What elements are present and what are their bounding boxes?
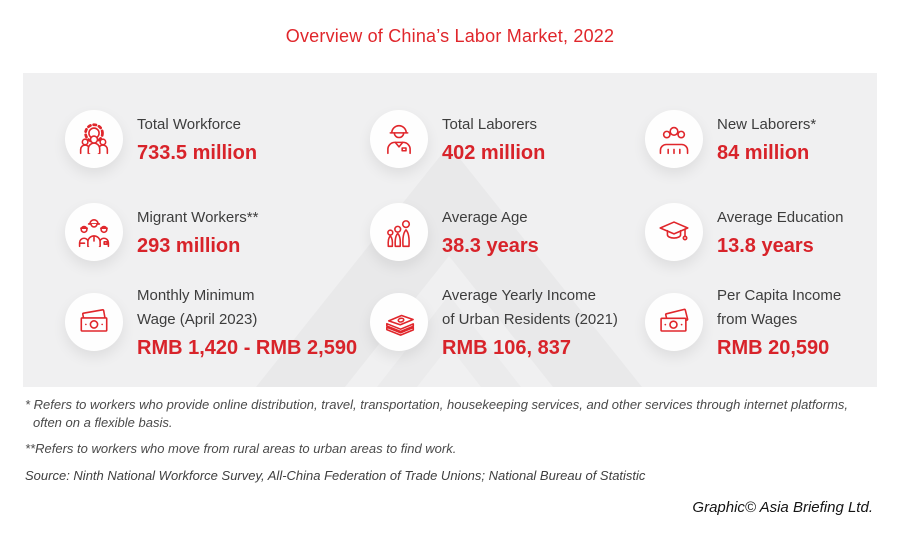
stat-label: New Laborers* bbox=[717, 115, 817, 133]
footnote-asterisk-line1: * Refers to workers who provide online d… bbox=[25, 397, 849, 412]
migrant-workers-icon bbox=[78, 219, 110, 248]
icon-circle bbox=[645, 203, 703, 261]
stat-value: RMB 1,420 - RMB 2,590 bbox=[137, 336, 358, 359]
laborer-hardhat-icon bbox=[387, 124, 411, 155]
stat-text: Average Education 13.8 years bbox=[717, 206, 843, 259]
money-stack-icon bbox=[386, 314, 415, 336]
stat-text: Total Laborers 402 million bbox=[442, 113, 545, 166]
graduation-cap-icon bbox=[659, 221, 689, 241]
stat-value: 38.3 years bbox=[442, 234, 539, 257]
stat-text: Average Age 38.3 years bbox=[442, 206, 539, 259]
graphic-credit: Graphic© Asia Briefing Ltd. bbox=[692, 499, 873, 516]
footnote-asterisk-line2: often on a flexible basis. bbox=[33, 415, 173, 430]
stat-label: Migrant Workers** bbox=[137, 208, 259, 226]
stat-label: Average Age bbox=[442, 208, 528, 226]
footnotes: * Refers to workers who provide online d… bbox=[25, 396, 885, 485]
icon-circle bbox=[65, 110, 123, 168]
stat-text: Total Workforce 733.5 million bbox=[137, 113, 257, 166]
stat-average-age: Average Age 38.3 years bbox=[370, 185, 645, 279]
icon-circle bbox=[65, 293, 123, 351]
stat-label: from Wages bbox=[717, 310, 798, 328]
banknotes-icon bbox=[80, 308, 108, 332]
stat-label: Per Capita Income bbox=[717, 286, 842, 304]
workforce-gear-icon bbox=[79, 123, 109, 155]
stat-value: 402 million bbox=[442, 141, 546, 164]
stat-text: Monthly Minimum Wage (April 2023) RMB 1,… bbox=[137, 284, 357, 361]
icon-circle bbox=[370, 110, 428, 168]
icon-circle bbox=[370, 293, 428, 351]
chevron-logo-watermark bbox=[256, 145, 642, 387]
icon-circle bbox=[645, 110, 703, 168]
stat-migrant-workers: Migrant Workers** 293 million bbox=[65, 185, 370, 279]
icon-circle bbox=[370, 203, 428, 261]
stat-monthly-minimum-wage: Monthly Minimum Wage (April 2023) RMB 1,… bbox=[65, 279, 370, 365]
stat-new-laborers: New Laborers* 84 million bbox=[645, 93, 877, 185]
stat-value: 13.8 years bbox=[717, 234, 814, 257]
stat-value: 293 million bbox=[137, 234, 241, 257]
banknote-coin-icon bbox=[660, 308, 689, 332]
stat-value: 84 million bbox=[717, 141, 810, 164]
age-group-icon bbox=[387, 220, 411, 248]
stat-label: Wage (April 2023) bbox=[137, 310, 258, 328]
stat-value: RMB 106, 837 bbox=[442, 336, 571, 359]
icon-circle bbox=[645, 293, 703, 351]
icon-circle bbox=[65, 203, 123, 261]
stat-per-capita-income: Per Capita Income from Wages RMB 20,590 bbox=[645, 279, 877, 365]
stat-label: Average Education bbox=[717, 208, 844, 226]
source-line: Source: Ninth National Workforce Survey,… bbox=[25, 468, 646, 483]
stat-label: Monthly Minimum bbox=[137, 286, 255, 304]
page-title: Overview of China’s Labor Market, 2022 bbox=[285, 26, 615, 46]
stat-value: RMB 20,590 bbox=[717, 336, 830, 359]
stat-label: Total Workforce bbox=[137, 115, 241, 133]
stat-label: of Urban Residents (2021) bbox=[442, 310, 618, 328]
stat-average-education: Average Education 13.8 years bbox=[645, 185, 877, 279]
stat-total-workforce: Total Workforce 733.5 million bbox=[65, 93, 370, 185]
stat-text: New Laborers* 84 million bbox=[717, 113, 816, 166]
stat-total-laborers: Total Laborers 402 million bbox=[370, 93, 645, 185]
stat-text: Per Capita Income from Wages RMB 20,590 bbox=[717, 284, 841, 361]
crowd-icon bbox=[659, 126, 689, 155]
stat-text: Migrant Workers** 293 million bbox=[137, 206, 258, 259]
stat-label: Average Yearly Income bbox=[442, 286, 596, 304]
stat-text: Average Yearly Income of Urban Residents… bbox=[442, 284, 618, 361]
footnote-double-asterisk: **Refers to workers who move from rural … bbox=[25, 441, 457, 456]
stats-panel: Total Workforce 733.5 million bbox=[23, 73, 877, 387]
stat-average-yearly-income: Average Yearly Income of Urban Residents… bbox=[370, 279, 645, 365]
stats-grid: Total Workforce 733.5 million bbox=[23, 73, 877, 387]
stat-value: 733.5 million bbox=[137, 141, 258, 164]
stat-label: Total Laborers bbox=[442, 115, 538, 133]
